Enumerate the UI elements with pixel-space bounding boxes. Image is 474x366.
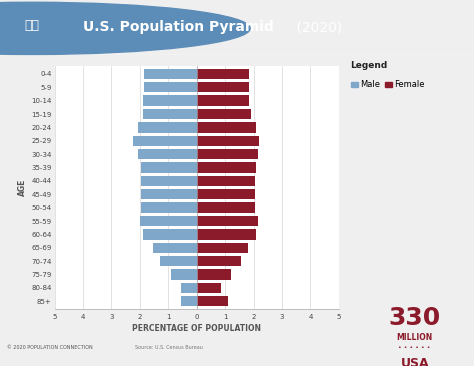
- Text: U.S. Population Pyramid: U.S. Population Pyramid: [83, 20, 273, 34]
- Bar: [197, 122, 256, 132]
- Bar: [197, 256, 241, 266]
- Bar: [197, 283, 221, 293]
- Bar: [197, 189, 255, 199]
- Text: © 2020 POPULATION CONNECTION: © 2020 POPULATION CONNECTION: [7, 345, 93, 350]
- Bar: [197, 269, 231, 280]
- Bar: [197, 296, 228, 306]
- Bar: [140, 216, 197, 226]
- Bar: [197, 149, 258, 159]
- Bar: [153, 243, 197, 253]
- Legend: Male, Female: Male, Female: [348, 77, 428, 93]
- Bar: [197, 176, 255, 186]
- Bar: [171, 269, 197, 280]
- Bar: [144, 69, 197, 79]
- Y-axis label: AGE: AGE: [18, 179, 27, 196]
- Bar: [197, 135, 259, 146]
- Text: MILLION: MILLION: [397, 333, 433, 342]
- Bar: [138, 122, 197, 132]
- Bar: [141, 162, 197, 173]
- Bar: [144, 82, 197, 93]
- Text: Legend: Legend: [350, 61, 387, 70]
- Text: • • • • • •: • • • • • •: [399, 346, 431, 350]
- Bar: [143, 229, 197, 240]
- Bar: [143, 96, 197, 106]
- Bar: [197, 162, 256, 173]
- Bar: [138, 149, 197, 159]
- Text: (2020): (2020): [292, 20, 342, 34]
- Bar: [197, 216, 258, 226]
- Bar: [197, 229, 256, 240]
- Bar: [141, 189, 197, 199]
- Bar: [133, 135, 197, 146]
- Bar: [197, 69, 249, 79]
- X-axis label: PERCENTAGE OF POPULATION: PERCENTAGE OF POPULATION: [132, 324, 261, 333]
- Circle shape: [0, 2, 250, 55]
- Bar: [141, 176, 197, 186]
- Text: Source: U.S. Census Bureau: Source: U.S. Census Bureau: [135, 345, 203, 350]
- Bar: [197, 82, 249, 93]
- Bar: [197, 243, 248, 253]
- Text: USA: USA: [401, 356, 429, 366]
- Bar: [197, 202, 255, 213]
- Bar: [143, 109, 197, 119]
- Bar: [181, 283, 197, 293]
- Bar: [197, 109, 251, 119]
- Text: 330: 330: [389, 306, 441, 330]
- Bar: [181, 296, 197, 306]
- Bar: [141, 202, 197, 213]
- Bar: [160, 256, 197, 266]
- Bar: [197, 96, 249, 106]
- Text: ⚹⚹: ⚹⚹: [25, 19, 40, 32]
